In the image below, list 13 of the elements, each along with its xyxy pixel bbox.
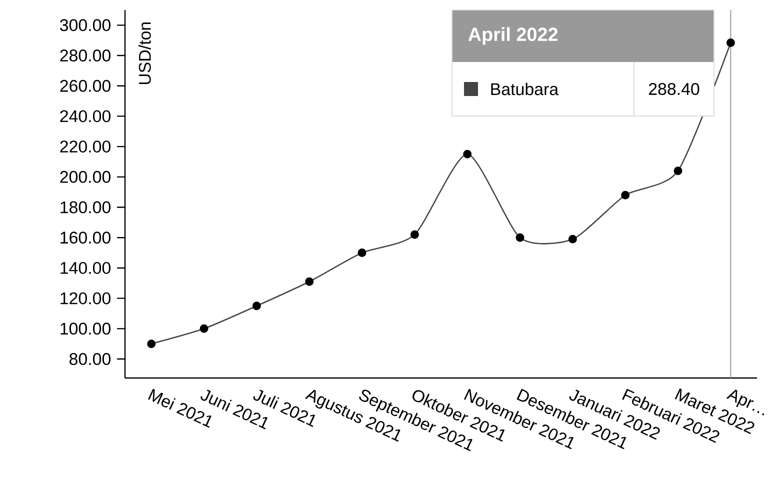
y-tick-label: 160.00 [60, 232, 111, 244]
y-axis-title: USD/ton [138, 22, 151, 84]
y-tick-label: 200.00 [60, 170, 111, 183]
y-tick-label: 180.00 [60, 201, 111, 214]
y-tick-label: 140.00 [60, 262, 111, 274]
y-tick-label: 120.00 [60, 292, 111, 304]
y-tick-label: 240.00 [60, 110, 111, 122]
y-tick-label: 80.00 [70, 353, 111, 366]
y-tick-label: 100.00 [60, 322, 111, 335]
y-tick-label: 300.00 [60, 19, 111, 32]
y-tick-label: 260.00 [60, 80, 111, 92]
y-tick-label: 220.00 [60, 140, 111, 153]
y-tick-label: 280.00 [60, 50, 111, 62]
